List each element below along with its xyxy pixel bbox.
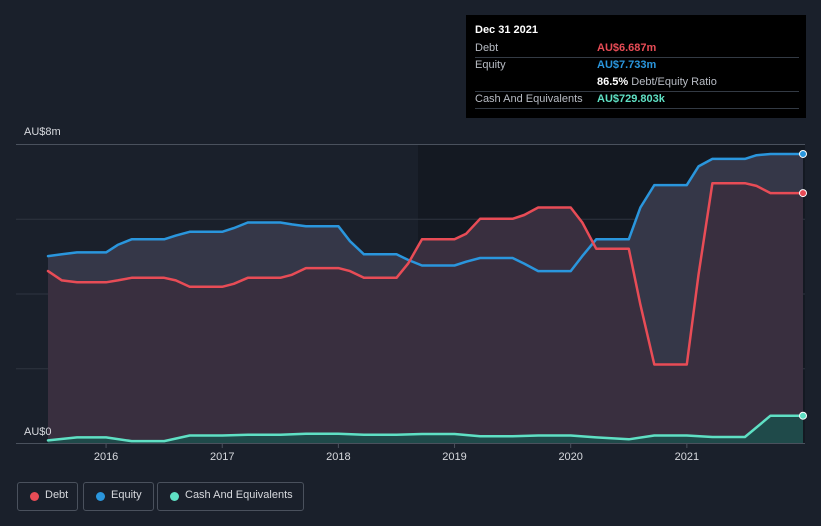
x-tick-label-2019: 2019 — [442, 451, 466, 463]
x-tick-label-2016: 2016 — [94, 451, 118, 463]
tooltip-debt-label: Debt — [475, 42, 499, 54]
cash-dot-icon — [170, 492, 179, 501]
legend-cash-label: Cash And Equivalents — [185, 489, 293, 501]
tooltip-ratio: 86.5% Debt/Equity Ratio — [597, 76, 717, 88]
debt-line — [46, 181, 805, 366]
legend-debt-label: Debt — [45, 489, 69, 501]
tooltip-equity-value: AU$7.733m — [597, 59, 657, 71]
tooltip-equity-label: Equity — [475, 59, 506, 71]
tooltip-row-cash: Cash And Equivalents AU$729.803k — [475, 92, 799, 109]
tooltip-cash-value: AU$729.803k — [597, 93, 665, 105]
tooltip: Dec 31 2021 Debt AU$6.687m Equity AU$7.7… — [466, 15, 806, 118]
debt-endpoint — [799, 189, 807, 198]
cash-and-equivalents-endpoint — [799, 411, 807, 420]
legend-item-equity[interactable]: Equity — [83, 482, 154, 511]
tooltip-row-debt: Debt AU$6.687m — [475, 41, 799, 58]
tooltip-debt-value: AU$6.687m — [597, 42, 657, 54]
cash-and-equivalents-line — [46, 414, 805, 443]
x-tick-label-2020: 2020 — [558, 451, 582, 463]
equity-dot-icon — [96, 492, 105, 501]
tooltip-ratio-label: Debt/Equity Ratio — [631, 76, 717, 88]
series-endpoints — [799, 149, 807, 420]
series-lines — [46, 152, 805, 443]
equity-endpoint — [799, 149, 807, 158]
y-axis-bottom-label: AU$0 — [24, 426, 52, 438]
legend-item-debt[interactable]: Debt — [17, 482, 78, 511]
tooltip-row-ratio: 86.5% Debt/Equity Ratio — [475, 75, 799, 92]
x-axis-ticks: 2016 2017 2018 2019 2020 2021 — [94, 443, 699, 463]
x-tick-label-2017: 2017 — [210, 451, 234, 463]
tooltip-date: Dec 31 2021 — [475, 24, 538, 36]
debt-dot-icon — [30, 492, 39, 501]
tooltip-cash-label: Cash And Equivalents — [475, 93, 583, 105]
equity-line — [46, 152, 805, 273]
tooltip-ratio-value: 86.5% — [597, 76, 629, 88]
legend-item-cash[interactable]: Cash And Equivalents — [157, 482, 304, 511]
series-areas — [48, 154, 803, 443]
legend-equity-label: Equity — [111, 489, 142, 501]
x-tick-label-2018: 2018 — [326, 451, 350, 463]
y-axis-top-label: AU$8m — [24, 126, 61, 138]
tooltip-row-equity: Equity AU$7.733m — [475, 58, 799, 74]
debt-area — [48, 183, 803, 443]
x-tick-label-2021: 2021 — [675, 451, 699, 463]
